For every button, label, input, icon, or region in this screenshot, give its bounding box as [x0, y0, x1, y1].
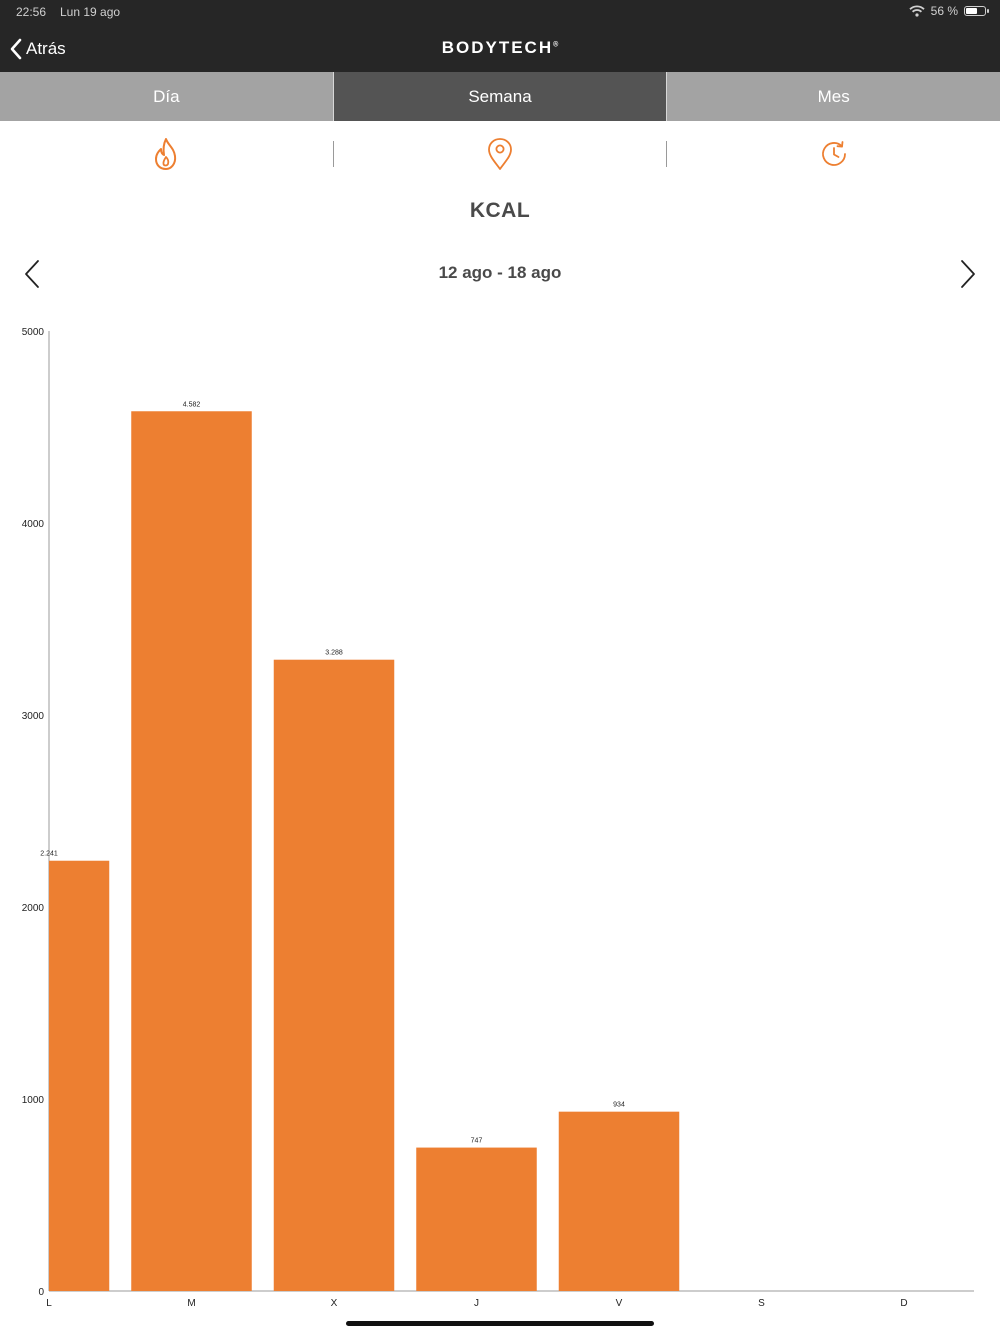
x-tick-label: J — [474, 1298, 479, 1309]
bar-value-label: 3.288 — [325, 650, 343, 657]
kcal-bar-chart: 0 1000 2000 3000 4000 5000 2.241 4.582 3.288 747… — [22, 327, 974, 1309]
x-tick-label: D — [900, 1298, 907, 1309]
date-range-navigator: 12 ago - 18 ago — [0, 252, 1000, 296]
metric-divider — [666, 141, 668, 167]
tab-label: Día — [153, 86, 180, 106]
back-button[interactable]: Atrás — [10, 36, 66, 62]
date-range-label: 12 ago - 18 ago — [438, 263, 562, 282]
x-tick-label: M — [187, 1298, 195, 1309]
tab-semana[interactable]: Semana — [333, 72, 668, 121]
tab-dia[interactable]: Día — [0, 72, 334, 121]
status-date: Lun 19 ago — [60, 5, 121, 19]
home-indicator — [346, 1321, 654, 1326]
metric-time-button[interactable] — [667, 121, 1000, 187]
y-tick-label: 3000 — [22, 711, 45, 722]
period-tabs: Día Semana Mes — [0, 72, 1000, 121]
metric-selector — [0, 121, 1000, 187]
brand-name: BODYTECH — [441, 38, 554, 57]
status-time: 22:56 — [16, 5, 47, 19]
tab-mes[interactable]: Mes — [667, 72, 1000, 121]
flame-icon — [155, 138, 177, 170]
metric-title: KCAL — [469, 199, 531, 222]
bar-value-label: 2.241 — [40, 851, 58, 858]
back-label: Atrás — [26, 39, 66, 58]
chevron-left-icon — [25, 260, 39, 288]
bar-value-label: 934 — [613, 1102, 625, 1109]
x-tick-label: V — [616, 1298, 623, 1309]
x-tick-label: S — [758, 1298, 765, 1309]
metric-kcal-button[interactable] — [0, 121, 333, 187]
location-pin-icon — [488, 138, 512, 170]
y-tick-label: 1000 — [22, 1095, 45, 1106]
x-tick-label: L — [46, 1298, 52, 1309]
next-week-button[interactable] — [952, 258, 982, 290]
status-indicators: 56 % — [909, 4, 989, 18]
bar-L — [49, 860, 110, 1291]
bar-X — [273, 659, 395, 1291]
y-tick-label: 2000 — [22, 903, 45, 914]
value-labels: 2.241 4.582 3.288 747 934 — [40, 401, 625, 1144]
brand-mark: ® — [553, 41, 559, 49]
battery-percent: 56 % — [930, 4, 958, 18]
bar-value-label: 747 — [471, 1138, 483, 1145]
chevron-right-icon — [961, 260, 975, 288]
wifi-icon — [909, 5, 925, 17]
bar-V — [558, 1111, 680, 1291]
tab-label: Mes — [817, 86, 850, 106]
metric-distance-button[interactable] — [334, 121, 667, 187]
navigation-bar: 22:56 Lun 19 ago 56 % Atrás BODYTECH® — [0, 0, 1000, 72]
bars — [49, 411, 680, 1291]
bar-value-label: 4.582 — [183, 401, 201, 408]
brand-logo: BODYTECH® — [0, 38, 1000, 58]
battery-icon — [964, 6, 989, 16]
y-axis-labels: 0 1000 2000 3000 4000 5000 — [22, 327, 45, 1298]
chevron-left-icon — [10, 38, 22, 60]
clock-history-icon — [821, 141, 846, 166]
x-tick-label: X — [331, 1298, 338, 1309]
previous-week-button[interactable] — [18, 258, 48, 290]
tab-label: Semana — [468, 86, 532, 106]
y-tick-label: 4000 — [22, 519, 45, 530]
bar-J — [416, 1147, 537, 1291]
y-tick-label: 5000 — [22, 327, 45, 338]
y-tick-label: 0 — [38, 1287, 44, 1298]
metric-divider — [332, 141, 334, 167]
bar-M — [131, 411, 252, 1291]
